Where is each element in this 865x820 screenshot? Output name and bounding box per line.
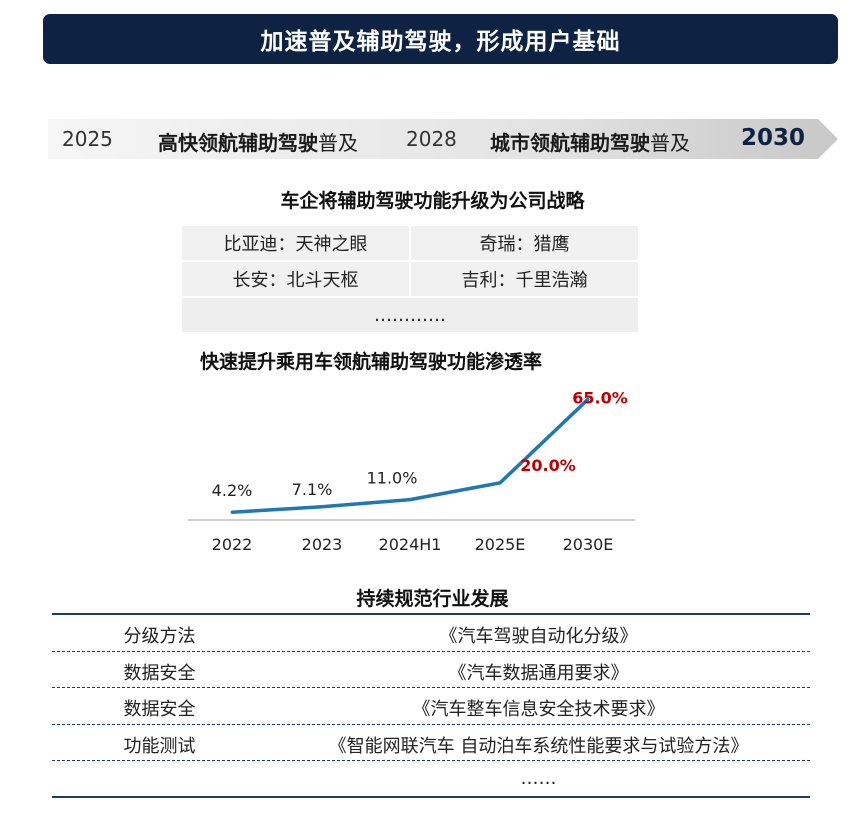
brand-ellipsis: ………… [182, 298, 638, 332]
brand-divider [409, 226, 411, 296]
timeline-stage-1-bold: 高快领航辅助驾驶 [158, 131, 318, 155]
x-tick-label: 2023 [302, 535, 343, 554]
table-row: 分级方法 《汽车驾驶自动化分级》 [52, 614, 810, 650]
brand-cell: 比亚迪：天神之眼 [182, 226, 409, 260]
data-point [586, 397, 590, 401]
x-tick-label: 2022 [212, 535, 253, 554]
x-tick-label: 2025E [475, 535, 526, 554]
timeline: 2025 高快领航辅助驾驶普及 2028 城市领航辅助驾驶普及 2030 [48, 119, 838, 159]
data-label: 11.0% [367, 469, 418, 488]
standard-category: 数据安全 [123, 699, 196, 721]
table-row: 数据安全 《汽车数据通用要求》 [52, 651, 810, 687]
table-row-divider [52, 687, 810, 689]
table-row: 数据安全 《汽车整车信息安全技术要求》 [52, 687, 810, 723]
x-tick-label: 2024H1 [379, 535, 442, 554]
chart-svg: 4.2% 2022 7.1% 2023 11.0% 2024H1 20.0% 2025E 65.… [188, 388, 635, 554]
chart-title: 快速提升乘用车领航辅助驾驶功能渗透率 [200, 351, 543, 373]
timeline-arrow [48, 119, 838, 159]
table-row-divider [52, 723, 810, 725]
brand-cell: 奇瑞：猎鹰 [411, 226, 638, 260]
table-row: …… [52, 760, 810, 796]
table-row-divider [52, 760, 810, 762]
data-label: 20.0% [520, 456, 576, 475]
brand-cell: 长安：北斗天枢 [182, 262, 409, 296]
timeline-stage-1: 高快领航辅助驾驶普及 [158, 127, 358, 156]
timeline-stage-2-tail: 普及 [650, 131, 690, 155]
timeline-year-2025: 2025 [62, 127, 113, 151]
standard-document: 《汽车整车信息安全技术要求》 [412, 699, 665, 721]
standards-title: 持续规范行业发展 [356, 588, 509, 610]
brands-title: 车企将辅助驾驶功能升级为公司战略 [280, 190, 585, 212]
standard-document: 《汽车数据通用要求》 [448, 662, 629, 684]
brands-table: 比亚迪：天神之眼 奇瑞：猎鹰 长安：北斗天枢 吉利：千里浩瀚 ………… [182, 226, 638, 332]
page-banner: 加速普及辅助驾驶，形成用户基础 [43, 14, 838, 64]
timeline-stage-1-tail: 普及 [318, 131, 358, 155]
table-border [52, 613, 810, 615]
data-point [498, 481, 502, 485]
table-border [52, 796, 810, 798]
data-label: 65.0% [572, 388, 628, 407]
brand-cell: 吉利：千里浩瀚 [411, 262, 638, 296]
standard-document: …… [520, 768, 557, 790]
data-point [230, 510, 234, 514]
timeline-stage-2-bold: 城市领航辅助驾驶 [490, 131, 650, 155]
standard-category: 分级方法 [123, 626, 196, 647]
timeline-year-2030: 2030 [741, 125, 806, 151]
x-tick-label: 2030E [563, 535, 614, 554]
penetration-chart: 4.2% 2022 7.1% 2023 11.0% 2024H1 20.0% 2025E 65.… [180, 370, 640, 560]
brand-divider [182, 296, 638, 298]
standard-document: 《汽车驾驶自动化分级》 [439, 626, 638, 647]
standard-category: 数据安全 [123, 662, 196, 684]
timeline-stage-2: 城市领航辅助驾驶普及 [490, 127, 690, 156]
standard-document: 《智能网联汽车 自动泊车系统性能要求与试验方法》 [328, 735, 749, 757]
table-row: 功能测试 《智能网联汽车 自动泊车系统性能要求与试验方法》 [52, 724, 810, 760]
data-point [320, 505, 324, 509]
data-point [408, 498, 412, 502]
data-label: 7.1% [292, 480, 333, 499]
table-row-divider [52, 650, 810, 652]
standard-category: 功能测试 [123, 735, 196, 757]
data-label: 4.2% [212, 481, 253, 500]
timeline-year-2028: 2028 [406, 127, 457, 151]
